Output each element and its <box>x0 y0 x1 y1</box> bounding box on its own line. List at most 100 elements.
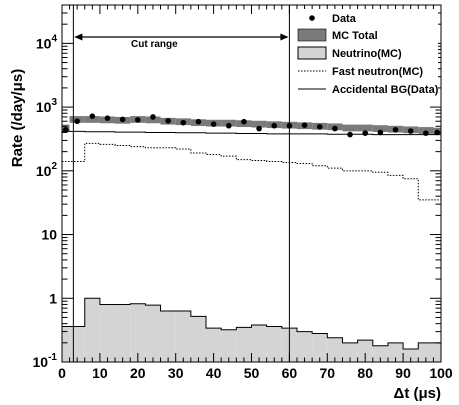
mc-total-bin <box>342 124 358 132</box>
x-tick-label: 40 <box>206 365 222 381</box>
neutrino-bin <box>403 348 419 362</box>
mc-total-bin <box>145 116 161 124</box>
x-tick-label: 0 <box>58 365 66 381</box>
data-point <box>377 129 384 136</box>
y-axis-title: Rate (/day/μs) <box>9 69 26 167</box>
neutrino-bin <box>115 304 131 362</box>
y-tick-label: 10 <box>41 227 57 243</box>
data-point <box>104 115 111 121</box>
mc-total-bin <box>372 125 388 132</box>
mc-total-bin <box>251 120 267 128</box>
neutrino-bin <box>99 304 116 362</box>
neutrino-bin <box>342 342 358 362</box>
x-axis-ticks: 0 10 20 30 40 50 60 70 80 90 100 <box>58 5 453 381</box>
neutrino-bin <box>130 303 146 362</box>
y-axis-ticks: 10-1 1 10 102 103 104 <box>33 4 441 370</box>
legend-item-mc-total: MC Total <box>297 28 378 42</box>
neutrino-bin <box>266 326 282 362</box>
data-point <box>135 117 141 123</box>
neutrino-bin <box>251 325 267 362</box>
data-point <box>119 116 126 123</box>
neutrino-bin <box>206 328 222 362</box>
accidental-bg-histogram <box>62 130 441 136</box>
y-tick-label: 104 <box>36 33 58 51</box>
neutrino-bin <box>312 333 328 362</box>
data-point <box>301 122 308 128</box>
x-tick-label: 90 <box>395 365 411 381</box>
data-point <box>407 128 414 134</box>
legend-symbol-mc-total <box>297 28 327 42</box>
neutrino-bin <box>433 342 441 362</box>
data-point <box>62 127 69 133</box>
data-point <box>362 130 369 136</box>
data-point <box>271 122 278 129</box>
legend-item-data: Data <box>309 13 357 25</box>
data-point <box>423 130 429 136</box>
data-point <box>332 125 338 132</box>
data-point <box>225 122 232 129</box>
neutrino-bin <box>418 342 434 362</box>
legend-symbol-data <box>309 15 315 21</box>
data-point <box>195 118 202 125</box>
data-point <box>392 127 399 133</box>
neutrino-bin <box>69 326 85 362</box>
legend-item-neutrino: Neutrino(MC) <box>297 46 402 60</box>
accidental-bg-line <box>62 130 441 136</box>
data-point <box>74 118 80 125</box>
data-points <box>62 113 441 138</box>
mc-total-bin <box>84 116 100 123</box>
cut-range: Cut range <box>72 5 290 362</box>
x-tick-label: 50 <box>244 365 260 381</box>
legend-symbol-neutrino <box>297 46 327 60</box>
cut-arrow-left-head <box>74 33 83 41</box>
neutrino-outline <box>61 297 442 362</box>
legend-item-fast-neutron: Fast neutron(MC) <box>298 66 423 78</box>
neutrino-bin <box>145 305 161 362</box>
y-tick-label: 1 <box>49 290 57 306</box>
data-point <box>165 117 171 124</box>
data-point <box>347 131 353 138</box>
x-tick-label: 30 <box>168 365 184 381</box>
legend-item-accidental-bg: Accidental BG(Data) <box>298 84 439 96</box>
y-tick-label: 102 <box>36 161 58 179</box>
fast-neutron-histogram <box>62 142 441 201</box>
data-point <box>316 124 323 130</box>
neutrino-bin <box>160 311 176 362</box>
data-point <box>256 125 262 132</box>
legend-label-accidental-bg: Accidental BG(Data) <box>332 84 439 96</box>
fast-neutron-line <box>62 142 441 201</box>
legend-label-data: Data <box>332 13 357 25</box>
x-axis-title: Δt (μs) <box>394 385 441 402</box>
legend-label-fast-neutron: Fast neutron(MC) <box>332 66 423 78</box>
legend: Data MC Total Neutrino(MC) Fast neutron(… <box>294 9 439 100</box>
x-tick-label: 70 <box>320 365 336 381</box>
neutrino-bin <box>372 345 388 362</box>
x-tick-label: 10 <box>92 365 108 381</box>
neutrino-bin <box>221 329 237 362</box>
legend-label-mc-total: MC Total <box>332 30 378 42</box>
y-tick-label: 10-1 <box>33 352 58 370</box>
legend-label-neutrino: Neutrino(MC) <box>332 48 402 60</box>
neutrino-bin <box>296 331 313 362</box>
x-tick-label: 60 <box>282 365 298 381</box>
y-tick-label: 103 <box>36 97 58 115</box>
neutrino-bin <box>190 316 207 362</box>
data-point <box>241 118 247 125</box>
data-point <box>89 113 96 119</box>
data-point <box>210 121 217 127</box>
x-tick-label: 100 <box>429 365 453 381</box>
neutrino-bin <box>327 337 343 362</box>
neutrino-bin <box>175 311 191 362</box>
mc-total-bin <box>357 124 373 132</box>
x-tick-label: 20 <box>130 365 146 381</box>
neutrino-bin <box>236 327 252 362</box>
data-point <box>150 114 156 120</box>
neutrino-bin <box>62 326 70 362</box>
neutrino-bin <box>387 342 404 362</box>
cut-range-label: Cut range <box>131 39 178 50</box>
neutrino-histogram <box>61 297 442 362</box>
neutrino-bin <box>84 298 100 362</box>
x-tick-label: 80 <box>357 365 373 381</box>
cut-arrow-right-head <box>280 33 289 41</box>
